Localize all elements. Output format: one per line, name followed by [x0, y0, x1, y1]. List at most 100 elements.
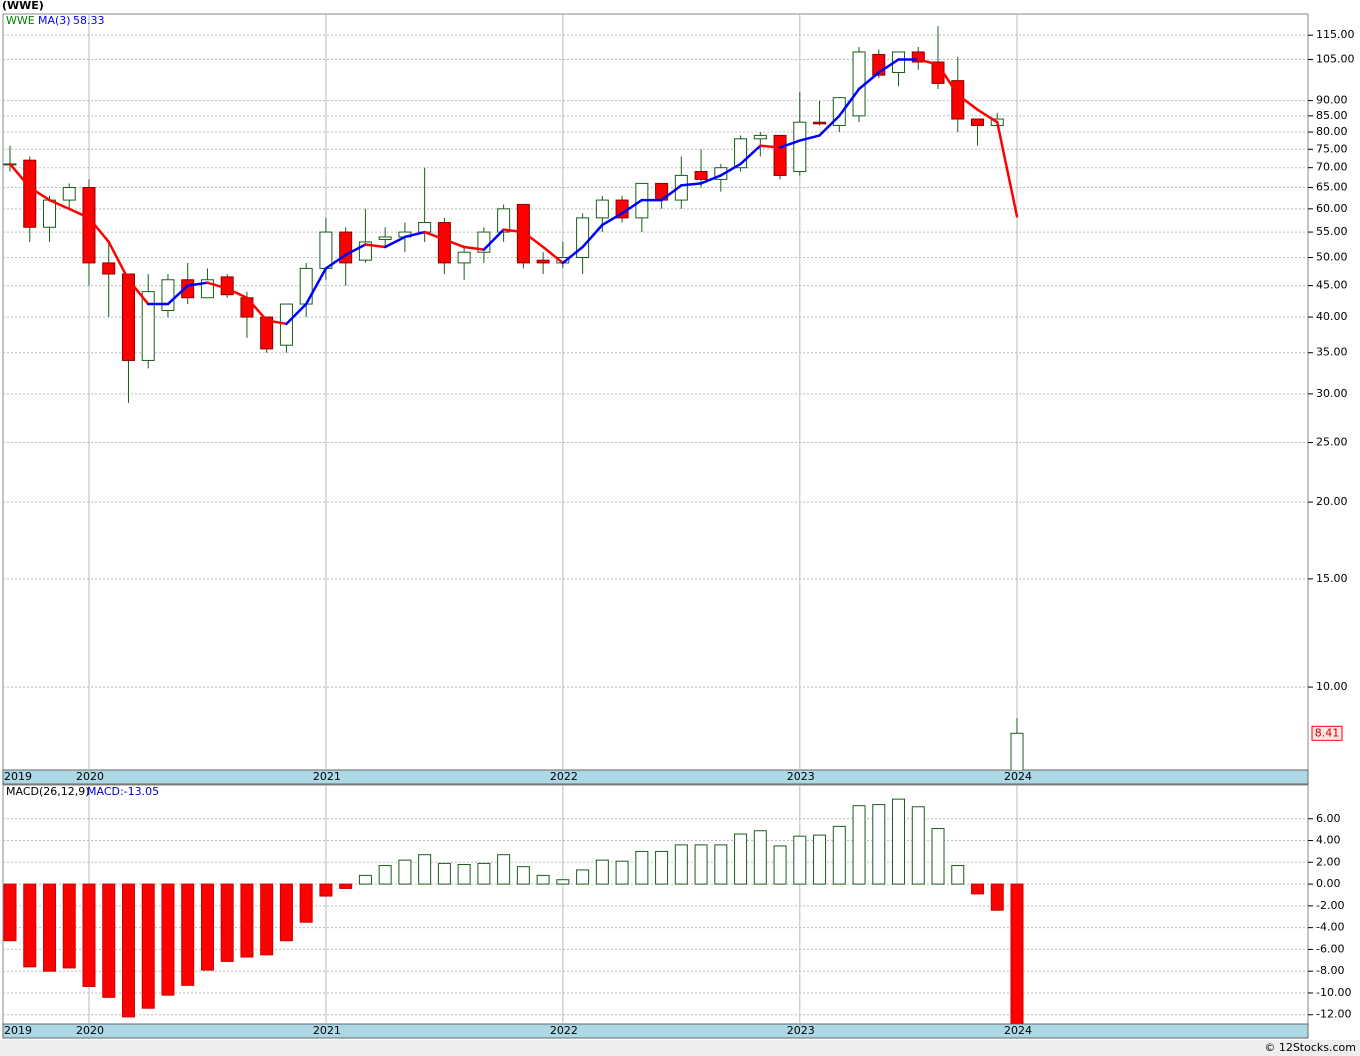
macd-bar — [536, 874, 550, 885]
x-tick-label: 2023 — [787, 1024, 815, 1037]
macd-bar — [852, 805, 866, 885]
candle-body — [319, 231, 333, 269]
candle-body — [339, 231, 353, 264]
last-price-box — [1311, 725, 1343, 741]
legend-ma-value: 58.33 — [73, 14, 105, 27]
candle-body — [42, 199, 56, 228]
ma-segment — [680, 182, 703, 187]
candle-body — [121, 273, 135, 361]
ma-segment — [462, 245, 486, 251]
ma-segment — [364, 243, 387, 249]
y-tick-label: 65.00 — [1316, 180, 1348, 193]
macd-bar — [42, 883, 56, 972]
macd-bar — [773, 845, 787, 885]
x-tick-label: 2023 — [787, 770, 815, 783]
ma-segment — [838, 87, 861, 118]
ma-segment — [403, 230, 426, 239]
footer-bar — [0, 1040, 1360, 1056]
macd-bar — [398, 859, 412, 885]
candle-body — [753, 134, 767, 140]
ma-segment — [522, 230, 545, 249]
ma-segment — [67, 207, 91, 220]
ma-segment — [482, 228, 505, 251]
candle-body — [1010, 732, 1024, 770]
ma-segment — [285, 302, 308, 326]
macd-bar — [102, 883, 116, 998]
y-tick-label: 15.00 — [1316, 572, 1348, 585]
ma-segment — [28, 186, 51, 202]
x-tick-label: 2024 — [1004, 1024, 1032, 1037]
ma-segment — [660, 184, 683, 202]
macd-bar — [576, 869, 590, 885]
macd-bar — [378, 865, 392, 885]
legend-ma: MA(3) — [38, 14, 71, 27]
x-tick-label: 2021 — [313, 770, 341, 783]
ma-segment — [601, 212, 624, 227]
y-tick-label: 90.00 — [1316, 94, 1348, 107]
ma-segment — [344, 243, 367, 257]
candle-body — [102, 262, 116, 275]
macd-bar — [872, 804, 886, 885]
candle-body — [793, 121, 807, 173]
candle-body — [694, 171, 708, 180]
candle-body — [378, 236, 392, 240]
candle-body — [536, 259, 550, 264]
ma-segment — [166, 284, 189, 306]
x-tick-label: 2019 — [4, 770, 32, 783]
y-tick-label: 115.00 — [1316, 28, 1355, 41]
macd-bar — [516, 866, 530, 885]
ma-segment — [107, 240, 130, 282]
candle-body — [674, 174, 688, 201]
ma-segment — [265, 319, 288, 326]
macd-bar — [299, 883, 313, 923]
ma-segment — [818, 114, 841, 137]
candle-body — [773, 134, 787, 176]
macd-bar — [971, 883, 985, 895]
y-tick-label: 55.00 — [1316, 225, 1348, 238]
candle-body — [576, 217, 590, 259]
y-tick-label: 50.00 — [1316, 251, 1348, 264]
ma-segment — [561, 245, 584, 265]
macd-bar — [753, 830, 767, 885]
macd-bar — [813, 834, 827, 885]
candle-body — [23, 159, 37, 228]
y-tick-label: -8.00 — [1316, 964, 1344, 977]
candle-body — [813, 121, 827, 125]
candle-body — [62, 186, 76, 201]
ma-segment — [699, 174, 723, 185]
candle-body — [911, 51, 925, 63]
ma-segment — [956, 93, 979, 111]
macd-bar — [694, 844, 708, 885]
macd-bar — [279, 883, 293, 942]
macd-bar — [477, 862, 491, 885]
plot-marks — [3, 798, 1024, 1024]
plot-area — [2, 784, 1309, 1025]
candle-body — [260, 316, 274, 350]
candle-body — [971, 118, 985, 126]
macd-bar — [220, 883, 234, 962]
ma-segment — [857, 71, 881, 91]
candle-body — [240, 297, 254, 318]
candle-body — [516, 203, 530, 264]
macd-bar — [3, 883, 17, 942]
ma-segment — [581, 223, 604, 249]
candle-body — [437, 222, 451, 264]
x-tick-label: 2020 — [76, 1024, 104, 1037]
ma-segment — [778, 139, 802, 149]
candle-body — [161, 279, 175, 311]
macd-bar — [457, 863, 471, 885]
y-tick-label: 70.00 — [1316, 161, 1348, 174]
macd-bar — [595, 859, 609, 885]
y-tick-label: 0.00 — [1316, 877, 1341, 890]
macd-bar — [892, 798, 906, 885]
y-tick-label: -12.00 — [1316, 1008, 1351, 1021]
macd-bar — [200, 883, 214, 971]
ma-segment — [48, 198, 71, 211]
ma-segment — [996, 120, 1019, 218]
ma-segment — [620, 198, 644, 215]
macd-bar — [240, 883, 254, 958]
ma-segment — [423, 230, 446, 241]
macd-bar — [437, 862, 451, 885]
macd-bar — [793, 835, 807, 885]
